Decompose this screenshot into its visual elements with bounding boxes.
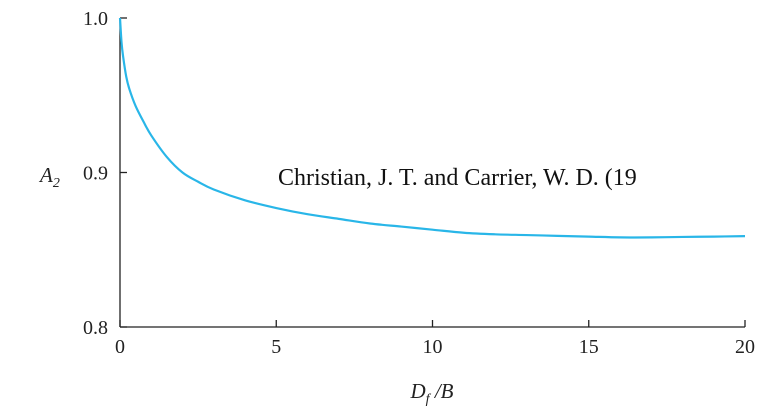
x-tick-label: 20 — [735, 336, 755, 358]
x-axis-label-main: D — [410, 379, 426, 403]
x-tick-label: 15 — [579, 336, 599, 358]
x-tick-label: 5 — [271, 336, 281, 358]
y-ticks: 0.8 0.9 1.0 — [83, 8, 127, 339]
y-tick-label: 1.0 — [83, 8, 108, 30]
x-ticks: 0 5 10 15 20 — [115, 320, 755, 358]
y-tick-label: 0.9 — [83, 163, 108, 185]
series-layer — [118, 17, 746, 239]
y-axis-label-subscript: 2 — [53, 176, 60, 191]
x-axis-label: Df /B — [410, 379, 454, 407]
series-line — [118, 17, 746, 239]
y-axis-label: A2 — [38, 163, 60, 191]
x-axis-label-subscript: f — [426, 392, 432, 407]
y-axis-label-main: A — [38, 163, 53, 187]
x-tick-label: 0 — [115, 336, 125, 358]
x-tick-label: 10 — [423, 336, 443, 358]
x-axis-label-rest: /B — [430, 379, 454, 403]
annotation-citation: Christian, J. T. and Carrier, W. D. (19 — [278, 165, 637, 191]
y-tick-label: 0.8 — [83, 317, 108, 339]
